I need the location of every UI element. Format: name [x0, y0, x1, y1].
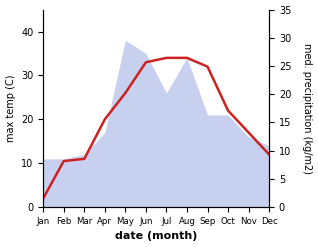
- Y-axis label: med. precipitation (kg/m2): med. precipitation (kg/m2): [302, 43, 313, 174]
- X-axis label: date (month): date (month): [115, 231, 197, 242]
- Y-axis label: max temp (C): max temp (C): [5, 75, 16, 142]
